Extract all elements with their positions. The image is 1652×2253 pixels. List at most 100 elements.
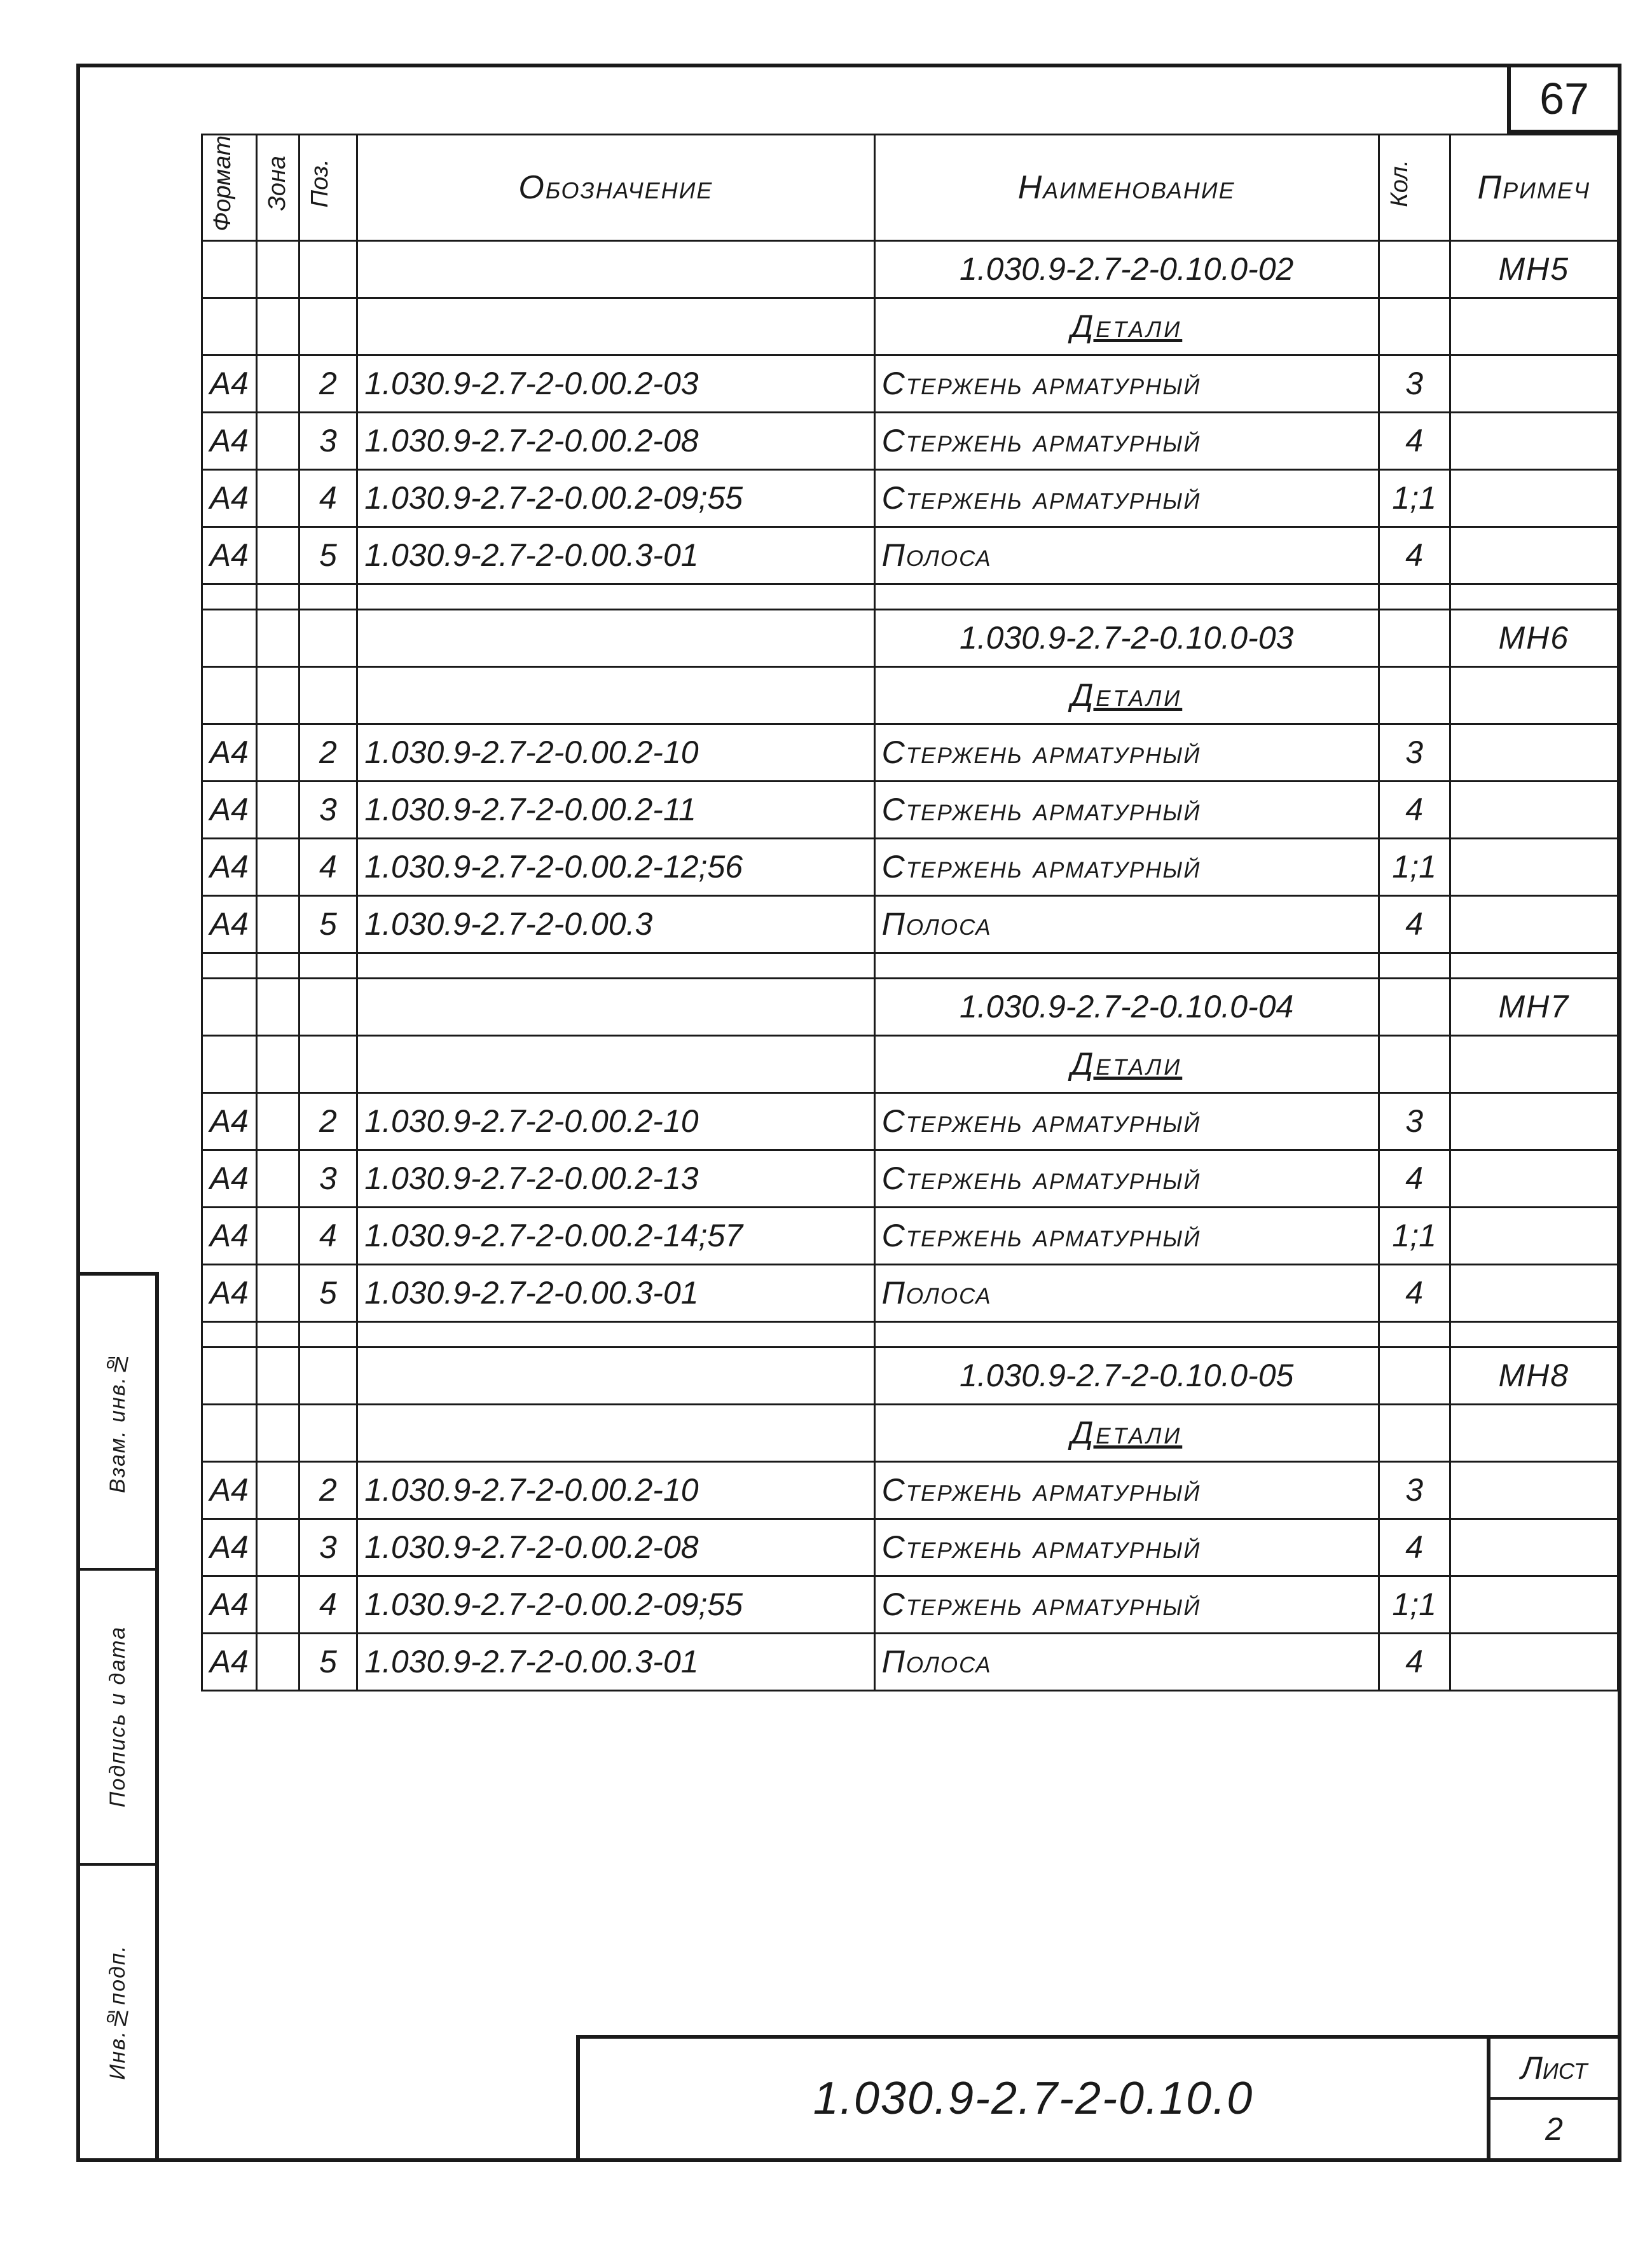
side-stamp-cell: Подпись и дата (80, 1568, 155, 1863)
group-header-name: 1.030.9-2.7-2-0.10.0-04 (874, 978, 1379, 1035)
cell-name: Стержень арматурный (874, 1092, 1379, 1150)
cell-pos (299, 953, 357, 978)
cell-format (202, 240, 257, 298)
drawing-frame: 67 Формат Зона Поз. Обозначение Наименов… (76, 64, 1621, 2162)
cell-qty: 4 (1379, 527, 1450, 584)
cell-qty (1379, 1035, 1450, 1092)
table-row: А431.030.9-2.7-2-0.00.2-11Стержень армат… (202, 781, 1618, 838)
cell-qty: 3 (1379, 1092, 1450, 1150)
cell-name: Полоса (874, 895, 1379, 953)
group-header-name: 1.030.9-2.7-2-0.10.0-02 (874, 240, 1379, 298)
cell-designation (357, 1404, 874, 1461)
table-header: Формат Зона Поз. Обозначение Наименовани… (202, 135, 1618, 241)
table-row: А451.030.9-2.7-2-0.00.3-01Полоса4 (202, 1264, 1618, 1321)
cell-designation (357, 666, 874, 724)
cell-qty (1379, 584, 1450, 609)
cell-zone (256, 469, 299, 527)
table-row: Детали (202, 1035, 1618, 1092)
cell-note (1450, 1461, 1618, 1519)
cell-pos: 3 (299, 412, 357, 469)
section-title: Детали (874, 298, 1379, 355)
cell-zone (256, 1633, 299, 1690)
cell-qty: 4 (1379, 1264, 1450, 1321)
cell-format: А4 (202, 1264, 257, 1321)
specification-table: Формат Зона Поз. Обозначение Наименовани… (201, 134, 1619, 1691)
col-note: Примеч (1450, 135, 1618, 241)
cell-note (1450, 724, 1618, 781)
document-code: 1.030.9-2.7-2-0.10.0 (580, 2039, 1490, 2158)
cell-zone (256, 724, 299, 781)
cell-qty (1379, 240, 1450, 298)
cell-designation: 1.030.9-2.7-2-0.00.3 (357, 895, 874, 953)
cell-name: Стержень арматурный (874, 355, 1379, 412)
table-row: А431.030.9-2.7-2-0.00.2-08Стержень армат… (202, 412, 1618, 469)
cell-zone (256, 240, 299, 298)
side-stamp-cell: Взам. инв.№ (80, 1276, 155, 1568)
cell-designation: 1.030.9-2.7-2-0.00.2-09;55 (357, 1576, 874, 1633)
cell-designation: 1.030.9-2.7-2-0.00.2-11 (357, 781, 874, 838)
cell-pos (299, 298, 357, 355)
cell-pos (299, 1347, 357, 1404)
cell-name: Стержень арматурный (874, 412, 1379, 469)
cell-zone (256, 978, 299, 1035)
group-header-name: 1.030.9-2.7-2-0.10.0-05 (874, 1347, 1379, 1404)
cell-qty: 3 (1379, 1461, 1450, 1519)
cell-format: А4 (202, 469, 257, 527)
cell-pos (299, 240, 357, 298)
cell-designation: 1.030.9-2.7-2-0.00.2-12;56 (357, 838, 874, 895)
cell-zone (256, 1404, 299, 1461)
section-title: Детали (874, 1035, 1379, 1092)
col-format: Формат (202, 135, 257, 241)
cell-pos: 2 (299, 355, 357, 412)
cell-note (1450, 298, 1618, 355)
cell-name: Стержень арматурный (874, 1576, 1379, 1633)
cell-name: Полоса (874, 1633, 1379, 1690)
cell-designation: 1.030.9-2.7-2-0.00.2-14;57 (357, 1207, 874, 1264)
table-row: 1.030.9-2.7-2-0.10.0-02МН5 (202, 240, 1618, 298)
cell-zone (256, 1519, 299, 1576)
cell-qty (1379, 978, 1450, 1035)
cell-qty: 1;1 (1379, 838, 1450, 895)
cell-zone (256, 666, 299, 724)
cell-pos (299, 1321, 357, 1347)
cell-qty (1379, 1404, 1450, 1461)
cell-qty: 1;1 (1379, 1576, 1450, 1633)
group-header-note: МН8 (1450, 1347, 1618, 1404)
cell-designation (357, 609, 874, 666)
side-stamp: Взам. инв.№ Подпись и дата Инв.№подп. (76, 1272, 159, 2162)
table-row: 1.030.9-2.7-2-0.10.0-04 МН7 (202, 978, 1618, 1035)
cell-name (874, 584, 1379, 609)
group-header-name: 1.030.9-2.7-2-0.10.0-03 (874, 609, 1379, 666)
col-qty: Кол. (1379, 135, 1450, 241)
cell-zone (256, 1035, 299, 1092)
cell-zone (256, 355, 299, 412)
cell-pos: 4 (299, 469, 357, 527)
cell-designation (357, 1321, 874, 1347)
cell-pos: 3 (299, 1519, 357, 1576)
cell-note (1450, 1576, 1618, 1633)
cell-pos (299, 584, 357, 609)
cell-format (202, 953, 257, 978)
table-row: А421.030.9-2.7-2-0.00.2-03Стержень армат… (202, 355, 1618, 412)
cell-format: А4 (202, 527, 257, 584)
cell-note (1450, 953, 1618, 978)
table-row: Детали (202, 298, 1618, 355)
cell-designation: 1.030.9-2.7-2-0.00.3-01 (357, 527, 874, 584)
table-row (202, 1321, 1618, 1347)
cell-note (1450, 1035, 1618, 1092)
cell-note (1450, 1519, 1618, 1576)
table-row: А421.030.9-2.7-2-0.00.2-10Стержень армат… (202, 724, 1618, 781)
cell-note (1450, 838, 1618, 895)
cell-format (202, 298, 257, 355)
cell-qty (1379, 666, 1450, 724)
cell-pos: 2 (299, 724, 357, 781)
cell-pos: 2 (299, 1092, 357, 1150)
cell-zone (256, 298, 299, 355)
cell-zone (256, 1264, 299, 1321)
side-stamp-cell: Инв.№подп. (80, 1863, 155, 2158)
cell-designation (357, 240, 874, 298)
cell-pos: 5 (299, 895, 357, 953)
cell-name (874, 1321, 1379, 1347)
table-row: А431.030.9-2.7-2-0.00.2-13Стержень армат… (202, 1150, 1618, 1207)
group-header-note: МН7 (1450, 978, 1618, 1035)
